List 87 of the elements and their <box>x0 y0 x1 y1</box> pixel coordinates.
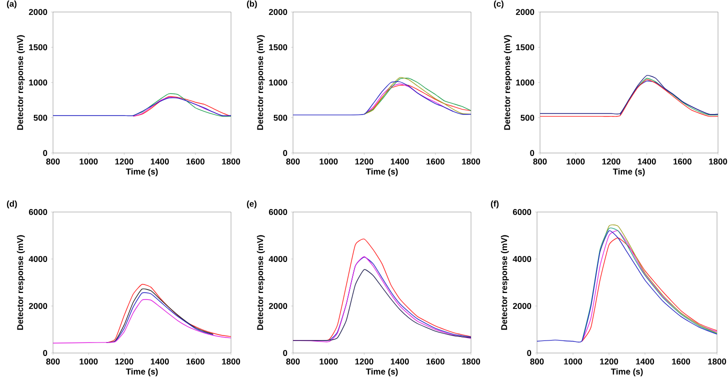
y-axis-title: Detector response (mV) <box>256 35 265 130</box>
x-tick-label: 1200 <box>600 358 618 365</box>
x-tick-label: 1400 <box>150 358 169 365</box>
x-tick-label: 1600 <box>426 358 444 365</box>
x-tick-label: 1600 <box>186 358 204 365</box>
y-tick-label: 500 <box>520 114 534 121</box>
x-tick-label: 1000 <box>566 158 585 165</box>
x-tick-label: 1400 <box>390 158 409 165</box>
y-tick-label: 0 <box>527 350 532 356</box>
y-axis-title: Detector response (mV) <box>500 235 509 330</box>
line-series <box>537 230 718 343</box>
y-tick-label: 2000 <box>512 303 532 309</box>
y-tick-label: 4000 <box>28 256 48 262</box>
x-tick-label: 1000 <box>80 358 98 365</box>
x-tick-label: 1200 <box>355 358 374 365</box>
chart-title: (c) <box>494 0 504 8</box>
y-tick-label: 1000 <box>269 80 288 86</box>
x-tick-label: 1000 <box>320 358 338 365</box>
x-axis-title: Time (s) <box>126 368 158 376</box>
line-series <box>53 97 231 116</box>
line-series <box>53 299 231 344</box>
x-tick-label: 800 <box>46 358 60 365</box>
x-axis-title: Time (s) <box>612 168 645 176</box>
x-tick-label: 1200 <box>115 158 134 165</box>
x-tick-label: 1200 <box>115 358 134 365</box>
x-tick-label: 1400 <box>638 158 656 165</box>
chart-title: (b) <box>246 0 257 8</box>
x-tick-label: 800 <box>533 158 547 165</box>
x-tick-label: 1400 <box>636 358 654 365</box>
y-tick-label: 500 <box>34 114 48 121</box>
y-tick-label: 6000 <box>268 209 288 215</box>
y-tick-label: 2000 <box>28 9 48 15</box>
x-tick-label: 1200 <box>355 158 374 165</box>
x-tick-label: 1400 <box>390 358 409 365</box>
x-axis-title: Time (s) <box>610 368 643 376</box>
y-tick-label: 1500 <box>29 44 48 50</box>
y-tick-label: 6000 <box>512 209 532 215</box>
x-tick-label: 800 <box>286 158 300 165</box>
chart-title: (e) <box>246 200 256 208</box>
chart-title: (a) <box>6 0 16 8</box>
x-tick-label: 800 <box>46 158 60 165</box>
y-tick-label: 2000 <box>28 303 48 309</box>
x-tick-label: 1800 <box>708 358 726 365</box>
y-axis-title: Detector response (mV) <box>16 235 25 330</box>
line-series <box>106 284 231 344</box>
line-series <box>293 81 472 116</box>
x-tick-label: 1400 <box>150 158 169 165</box>
y-tick-label: 500 <box>274 114 288 121</box>
y-tick-label: 2000 <box>516 9 534 15</box>
x-tick-label: 1800 <box>462 358 480 365</box>
x-tick-label: 1000 <box>320 158 338 165</box>
x-tick-label: 1600 <box>674 158 692 165</box>
y-axis-title: Detector response (mV) <box>256 235 265 330</box>
y-tick-label: 1500 <box>516 44 534 50</box>
x-tick-label: 1200 <box>602 158 620 165</box>
x-tick-label: 1800 <box>222 358 240 365</box>
x-axis-title: Time (s) <box>366 168 398 176</box>
y-tick-label: 0 <box>530 150 534 156</box>
y-tick-label: 1500 <box>269 44 288 50</box>
line-series <box>293 269 472 341</box>
x-tick-label: 800 <box>286 358 300 365</box>
x-tick-label: 1800 <box>222 158 240 165</box>
x-tick-label: 1600 <box>186 158 204 165</box>
x-tick-label: 1600 <box>426 158 444 165</box>
x-axis-title: Time (s) <box>126 168 158 176</box>
y-tick-label: 1000 <box>516 80 534 86</box>
x-axis-title: Time (s) <box>366 368 398 376</box>
y-axis-title: Detector response (mV) <box>504 35 512 130</box>
x-tick-label: 1800 <box>462 158 480 165</box>
y-tick-label: 6000 <box>28 209 48 215</box>
x-tick-label: 1600 <box>672 358 690 365</box>
y-tick-label: 0 <box>43 350 48 356</box>
x-tick-label: 800 <box>530 358 544 365</box>
chart-title: (d) <box>6 200 17 208</box>
y-tick-label: 0 <box>283 350 288 356</box>
y-axis-title: Detector response (mV) <box>16 35 25 130</box>
y-tick-label: 4000 <box>512 256 532 262</box>
y-tick-label: 0 <box>283 150 288 156</box>
y-tick-label: 1000 <box>29 80 48 86</box>
x-tick-label: 1000 <box>564 358 582 365</box>
y-tick-label: 2000 <box>268 9 288 15</box>
chart-title: (f) <box>490 200 499 208</box>
y-tick-label: 4000 <box>268 256 288 262</box>
x-tick-label: 1800 <box>709 158 728 165</box>
y-tick-label: 0 <box>43 150 48 156</box>
y-tick-label: 2000 <box>268 303 288 309</box>
x-tick-label: 1000 <box>80 158 98 165</box>
